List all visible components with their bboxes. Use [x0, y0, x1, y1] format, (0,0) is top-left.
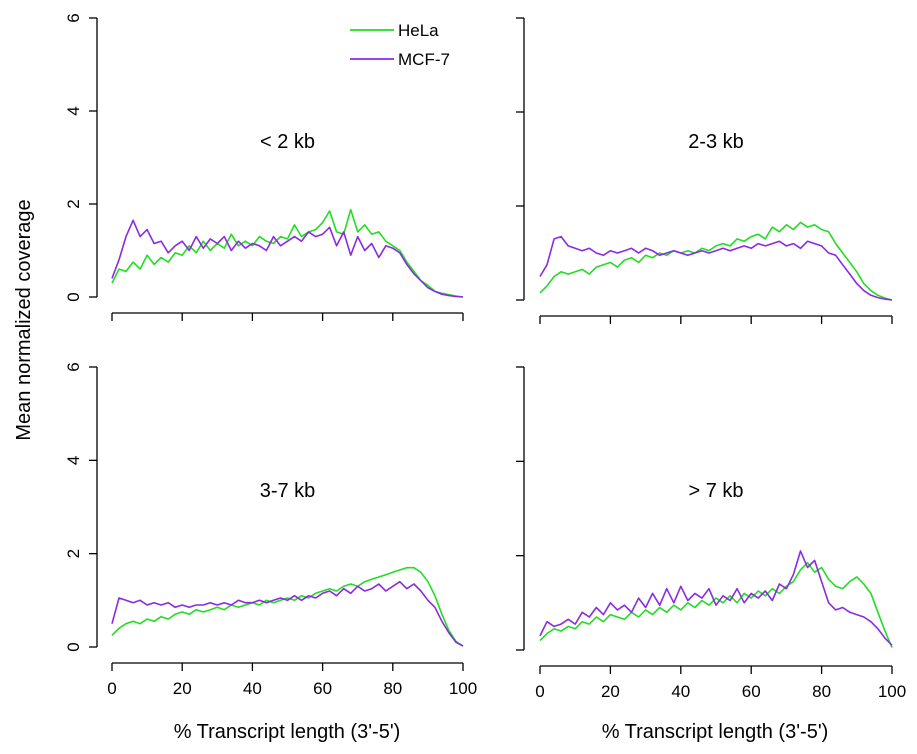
- panel-2: 2-3 kb: [516, 17, 893, 324]
- x-tick-label: 40: [243, 679, 262, 698]
- x-tick-label: 20: [601, 682, 620, 701]
- series-line-hela: [539, 561, 893, 648]
- x-tick-label: 0: [107, 679, 116, 698]
- x-tick-label: 60: [313, 679, 332, 698]
- legend: HeLa MCF-7: [350, 21, 450, 69]
- panel-title: > 7 kb: [688, 480, 743, 502]
- y-tick-label: 0: [64, 642, 83, 651]
- legend-label: MCF-7: [398, 50, 450, 69]
- x-tick-label: 0: [535, 682, 544, 701]
- y-tick-label: 6: [64, 13, 83, 22]
- series-line-hela: [539, 221, 893, 301]
- x-tick-label: 20: [173, 679, 192, 698]
- series-line-mcf-7: [111, 219, 464, 298]
- y-tick-label: 6: [64, 362, 83, 371]
- panel-1: 0 2 4 6 < 2 kb HeLa MCF-7: [64, 13, 464, 321]
- y-tick-label: 2: [64, 549, 83, 558]
- x-tick-label: 40: [671, 682, 690, 701]
- panel-4: 0 20 40 60 80 100 > 7 kb: [516, 366, 906, 701]
- series-line-hela: [111, 208, 464, 298]
- x-tick-label: 100: [878, 682, 906, 701]
- series-line-mcf-7: [111, 580, 464, 647]
- x-tick-label: 60: [742, 682, 761, 701]
- panel-title: 3-7 kb: [260, 480, 316, 502]
- x-axis-label-right: % Transcript length (3'-5'): [602, 721, 829, 743]
- y-axis-label: Mean normalized coverage: [13, 199, 35, 440]
- panel-title: 2-3 kb: [688, 131, 744, 153]
- y-tick-label: 2: [64, 199, 83, 208]
- series-line-mcf-7: [539, 550, 893, 646]
- series-line-mcf-7: [539, 235, 893, 301]
- panel-title: < 2 kb: [260, 131, 315, 153]
- x-tick-label: 80: [383, 679, 402, 698]
- x-tick-label: 100: [449, 679, 477, 698]
- series-line-hela: [111, 566, 464, 647]
- x-axis-label-left: % Transcript length (3'-5'): [174, 721, 401, 743]
- y-tick-label: 0: [64, 292, 83, 301]
- y-tick-label: 4: [64, 456, 83, 465]
- legend-label: HeLa: [398, 21, 439, 40]
- y-tick-label: 4: [64, 106, 83, 115]
- x-tick-label: 80: [812, 682, 831, 701]
